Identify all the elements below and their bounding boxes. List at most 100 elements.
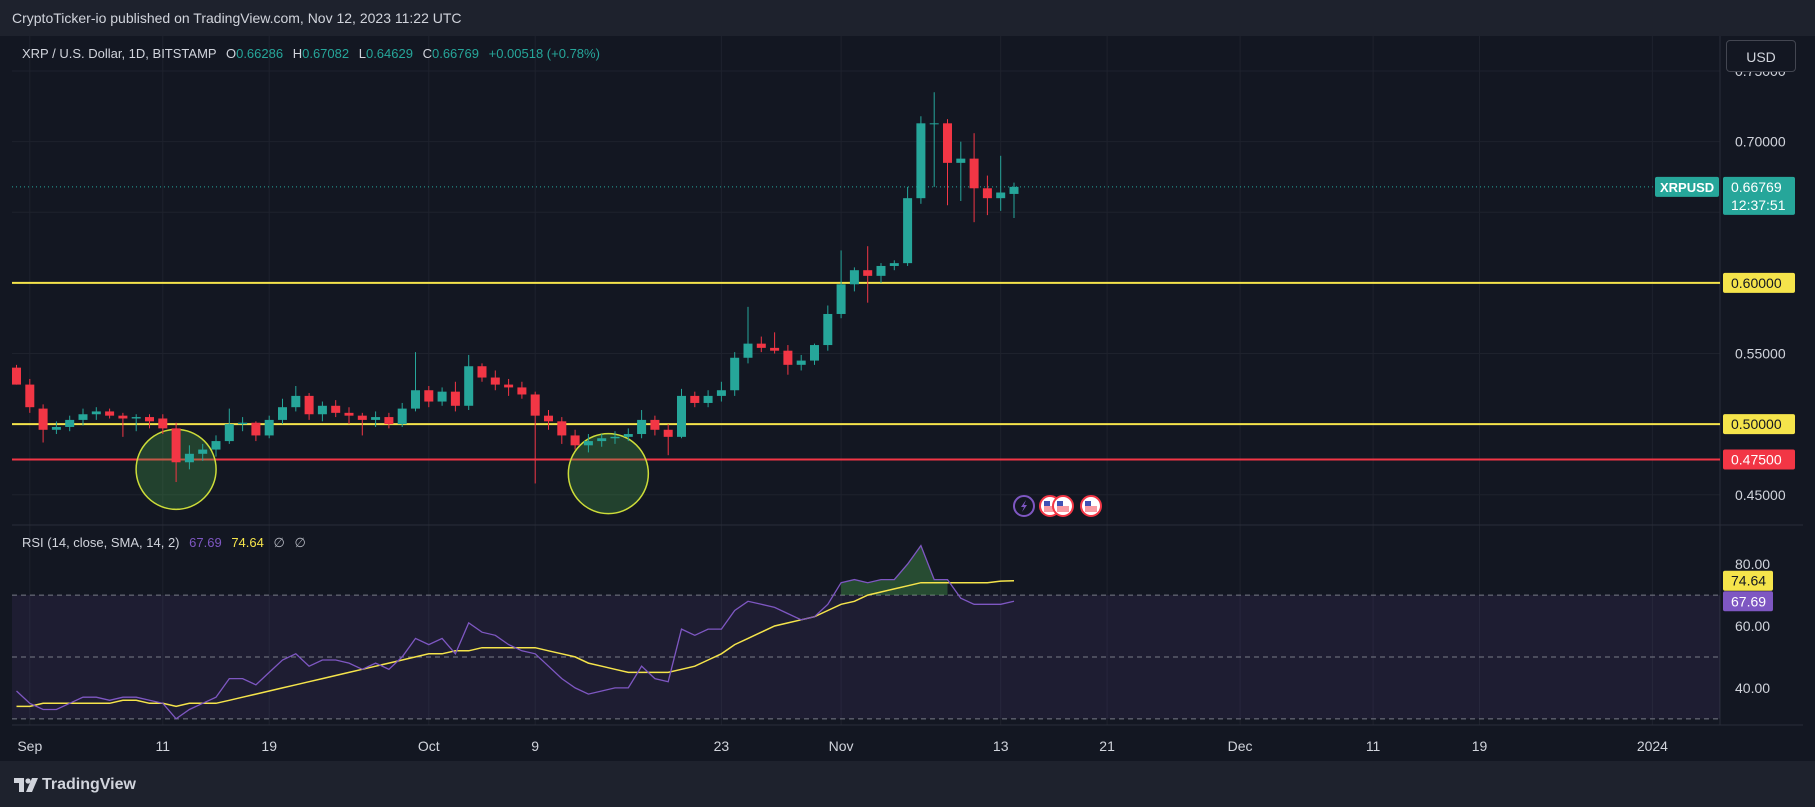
time-tick-label: 9 bbox=[531, 738, 539, 754]
candle-body bbox=[251, 422, 261, 436]
candle-body bbox=[743, 343, 753, 358]
candle-body bbox=[583, 441, 593, 446]
candle-body bbox=[610, 436, 620, 439]
candle-body bbox=[344, 412, 354, 416]
candle-body bbox=[12, 367, 21, 385]
candle-body bbox=[291, 395, 301, 408]
candle-body bbox=[796, 360, 806, 365]
candle-body bbox=[716, 390, 726, 396]
candle bbox=[836, 250, 846, 319]
candle bbox=[677, 388, 686, 439]
empty-value-2: ∅ bbox=[294, 535, 306, 550]
rsi-sma-badge bbox=[1723, 570, 1773, 591]
candle bbox=[650, 415, 660, 436]
candle-body bbox=[304, 395, 314, 415]
candle bbox=[464, 354, 474, 411]
candle bbox=[557, 417, 567, 444]
candle-body bbox=[464, 366, 474, 406]
candle bbox=[397, 402, 407, 427]
candle-body bbox=[118, 415, 128, 419]
candle-body bbox=[849, 270, 859, 285]
rsi-title: RSI (14, close, SMA, 14, 2) bbox=[22, 535, 180, 550]
candle bbox=[424, 386, 434, 408]
candle bbox=[996, 155, 1006, 211]
candle bbox=[597, 434, 607, 447]
rsi-sma-legend-value: 74.64 bbox=[231, 535, 264, 550]
symbol-title: XRP / U.S. Dollar, 1D, BITSTAMP bbox=[22, 46, 217, 61]
candle-body bbox=[171, 428, 181, 463]
level-label-badge bbox=[1723, 449, 1795, 470]
candle-body bbox=[690, 395, 700, 403]
candle bbox=[756, 336, 766, 353]
candle bbox=[331, 400, 341, 418]
candle bbox=[437, 387, 447, 406]
candle bbox=[943, 119, 952, 206]
candle-body bbox=[238, 422, 248, 425]
candle bbox=[304, 393, 314, 420]
candle bbox=[38, 404, 48, 443]
candle bbox=[969, 133, 979, 223]
rsi-tick-label: 40.00 bbox=[1735, 680, 1770, 696]
currency-button[interactable]: USD bbox=[1726, 40, 1796, 72]
high-value: 0.67082 bbox=[302, 46, 350, 61]
candle bbox=[184, 445, 194, 470]
candle bbox=[357, 412, 367, 436]
rsi-overbought-fill bbox=[841, 545, 948, 596]
candle bbox=[663, 424, 673, 456]
candle bbox=[889, 260, 899, 271]
candle bbox=[344, 407, 354, 425]
low-value: 0.64629 bbox=[365, 46, 413, 61]
candle bbox=[264, 415, 274, 439]
candle bbox=[610, 431, 620, 444]
rsi-sma-badge-text: 74.64 bbox=[1731, 573, 1766, 589]
last-price-text: 0.66769 bbox=[1731, 179, 1782, 195]
candle bbox=[198, 443, 208, 461]
candle-body bbox=[517, 387, 527, 395]
candle-body bbox=[916, 123, 926, 199]
candle bbox=[158, 414, 168, 435]
candle bbox=[517, 381, 527, 399]
candle-body bbox=[956, 158, 966, 163]
last-price-badge bbox=[1723, 176, 1795, 215]
time-tick-label: 2024 bbox=[1637, 738, 1668, 754]
candle bbox=[783, 345, 793, 375]
candle-body bbox=[703, 395, 713, 403]
candle bbox=[623, 428, 633, 442]
time-tick-label: Oct bbox=[418, 738, 440, 754]
symbol-tag-text: XRPUSD bbox=[1660, 180, 1714, 195]
candle-body bbox=[969, 158, 979, 189]
candle-body bbox=[783, 350, 793, 365]
candle-body bbox=[570, 435, 580, 446]
candle bbox=[530, 391, 540, 484]
time-tick-label: Sep bbox=[17, 738, 42, 754]
candle-body bbox=[158, 418, 168, 429]
candle-body bbox=[331, 405, 341, 413]
candle-body bbox=[477, 366, 487, 378]
candle bbox=[796, 354, 806, 371]
candle-body bbox=[504, 384, 514, 388]
candle-body bbox=[810, 345, 819, 361]
candle-body bbox=[490, 377, 500, 385]
time-tick-label: Dec bbox=[1228, 738, 1253, 754]
symbol-legend[interactable]: XRP / U.S. Dollar, 1D, BITSTAMP O0.66286… bbox=[22, 46, 600, 61]
high-label: H bbox=[292, 46, 303, 61]
candle bbox=[251, 421, 261, 442]
publish-header: CryptoTicker-io published on TradingView… bbox=[0, 0, 1815, 36]
candle-body bbox=[317, 405, 327, 415]
candle bbox=[211, 435, 221, 457]
symbol-tag-badge bbox=[1655, 176, 1719, 197]
rsi-legend[interactable]: RSI (14, close, SMA, 14, 2) 67.69 74.64 … bbox=[22, 535, 306, 551]
candle bbox=[291, 386, 301, 412]
candle bbox=[477, 363, 487, 382]
candle-body bbox=[78, 414, 88, 420]
time-tick-label: 11 bbox=[156, 738, 171, 754]
candle bbox=[1009, 182, 1019, 218]
close-label: C bbox=[422, 46, 432, 61]
candle-body bbox=[25, 384, 35, 408]
rsi-badge-text: 67.69 bbox=[1731, 593, 1766, 609]
candle-body bbox=[145, 417, 154, 422]
candle-layer bbox=[12, 92, 1019, 484]
candle bbox=[171, 422, 181, 483]
candle bbox=[730, 352, 740, 396]
